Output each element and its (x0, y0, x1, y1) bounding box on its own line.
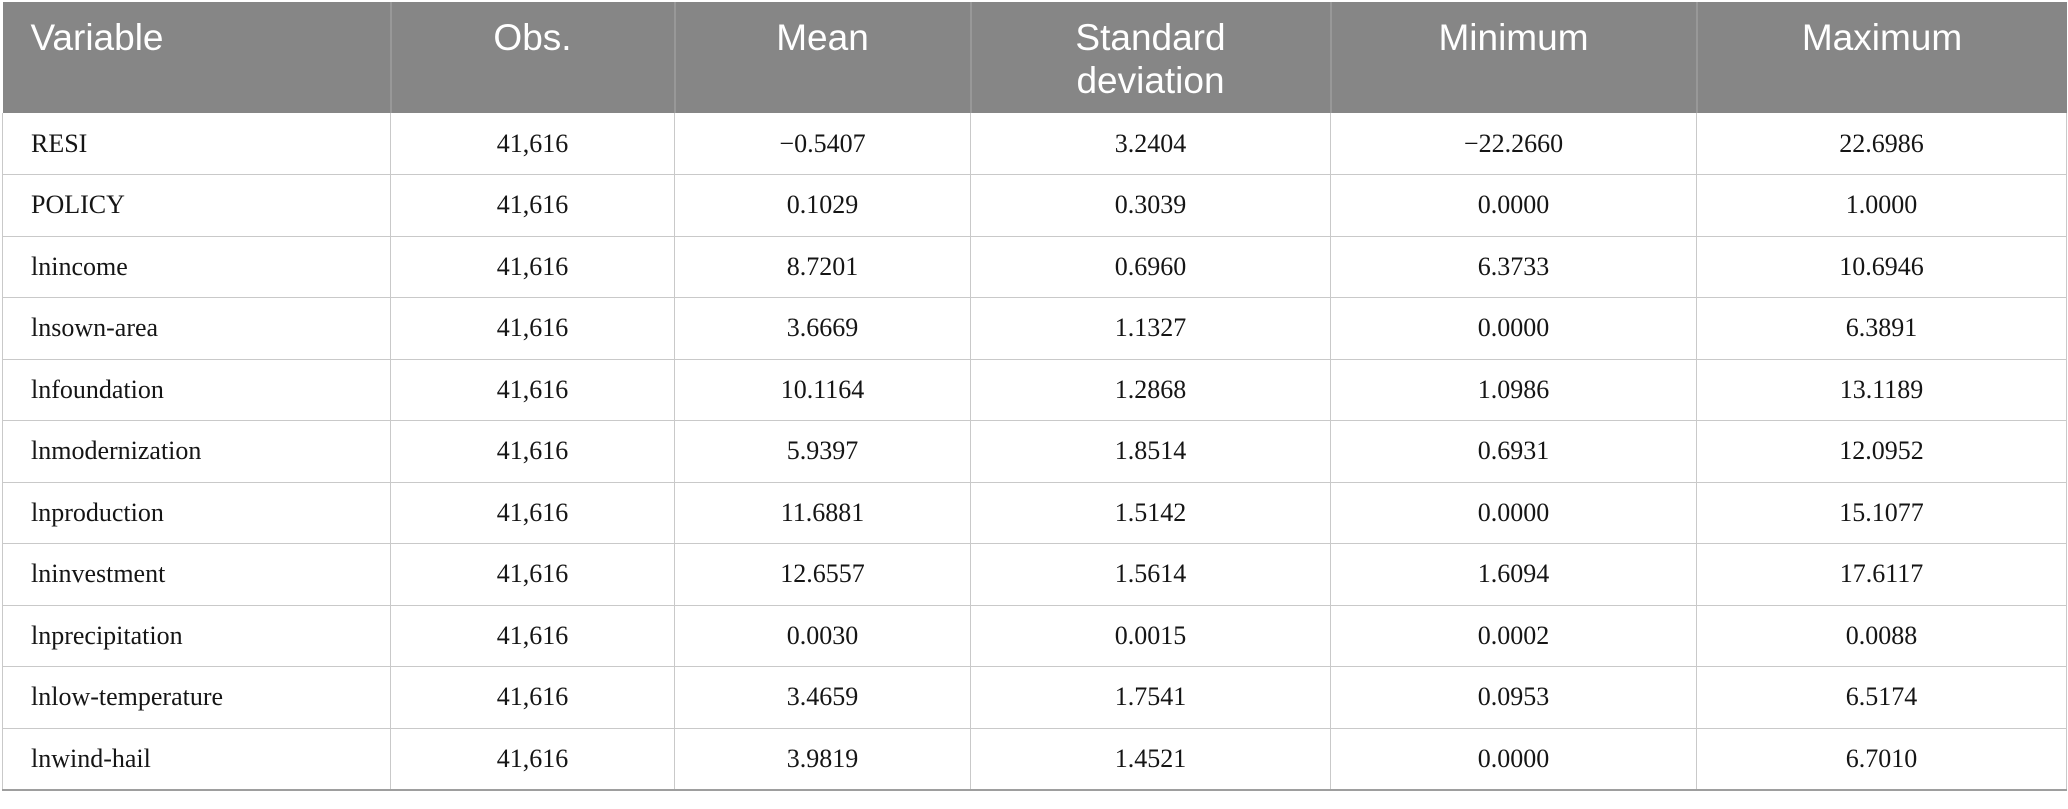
table-row: lnfoundation 41,616 10.1164 1.2868 1.0986 13.… (2, 358, 2067, 421)
variable-name-cell: lnsown-area (2, 297, 391, 360)
value-cell: 12.0952 (1696, 420, 2067, 483)
value-cell: 1.0986 (1330, 358, 1697, 421)
value-cell: 1.2868 (970, 358, 1331, 421)
value-cell: −22.2660 (1330, 113, 1697, 175)
value-cell: 1.7541 (970, 666, 1331, 729)
table-row: lnprecipitation 41,616 0.0030 0.0015 0.0002 0… (2, 604, 2067, 667)
column-header-label: Maximum (1801, 17, 1963, 58)
value-cell: 0.0000 (1330, 174, 1697, 237)
table-row: POLICY 41,616 0.1029 0.3039 0.0000 1.0000 (2, 174, 2067, 237)
value-cell: 0.0088 (1696, 604, 2067, 667)
value-cell: 0.6960 (970, 235, 1331, 298)
column-header-label: Minimum (1438, 17, 1589, 58)
value-cell: 0.0000 (1330, 727, 1697, 791)
table-row: lnincome 41,616 8.7201 0.6960 6.3733 10.6946 (2, 235, 2067, 298)
value-cell: 1.6094 (1330, 543, 1697, 606)
value-cell: 5.9397 (674, 420, 971, 483)
value-cell: 41,616 (390, 358, 675, 421)
header-row: Variable Obs. Mean Standard deviation Minimu… (2, 2, 2067, 113)
table-container: Variable Obs. Mean Standard deviation Minimu… (2, 2, 2067, 791)
value-cell: 0.0002 (1330, 604, 1697, 667)
column-header-mean: Mean (673, 2, 971, 113)
value-cell: 10.6946 (1696, 235, 2067, 298)
variable-name-cell: POLICY (2, 174, 391, 237)
column-header-obs: Obs. (389, 2, 675, 113)
value-cell: 0.6931 (1330, 420, 1697, 483)
table-row: lnsown-area 41,616 3.6669 1.1327 0.0000 6.389… (2, 297, 2067, 360)
column-header-label: Obs. (493, 17, 572, 58)
value-cell: 1.1327 (970, 297, 1331, 360)
column-header-standard-deviation: Standard deviation (969, 2, 1331, 113)
table-header: Variable Obs. Mean Standard deviation Minimu… (2, 2, 2067, 113)
value-cell: 3.6669 (674, 297, 971, 360)
variable-name-cell: lnfoundation (2, 358, 391, 421)
value-cell: 1.5142 (970, 481, 1331, 544)
value-cell: 22.6986 (1696, 113, 2067, 175)
value-cell: 41,616 (390, 174, 675, 237)
table-row: lnlow-temperature 41,616 3.4659 1.7541 0.095… (2, 666, 2067, 729)
value-cell: 41,616 (390, 113, 675, 175)
column-header-label: Standard deviation (1075, 17, 1226, 101)
value-cell: 8.7201 (674, 235, 971, 298)
table-row: RESI 41,616 −0.5407 3.2404 −22.2660 22.6986 (2, 113, 2067, 175)
variable-name-cell: RESI (2, 113, 391, 175)
value-cell: 41,616 (390, 727, 675, 791)
column-header-variable: Variable (2, 2, 391, 113)
variable-name-cell: lnproduction (2, 481, 391, 544)
value-cell: 6.7010 (1696, 727, 2067, 791)
value-cell: 15.1077 (1696, 481, 2067, 544)
column-header-maximum: Maximum (1695, 2, 2067, 113)
value-cell: 41,616 (390, 235, 675, 298)
table-row: lnmodernization 41,616 5.9397 1.8514 0.6931 1… (2, 420, 2067, 483)
table-row: lnproduction 41,616 11.6881 1.5142 0.0000 15.… (2, 481, 2067, 544)
value-cell: 1.4521 (970, 727, 1331, 791)
column-header-label: Mean (776, 17, 869, 58)
variable-name-cell: lnincome (2, 235, 391, 298)
value-cell: 0.0000 (1330, 481, 1697, 544)
column-header-minimum: Minimum (1329, 2, 1697, 113)
value-cell: 41,616 (390, 666, 675, 729)
value-cell: 12.6557 (674, 543, 971, 606)
descriptive-statistics-table: Variable Obs. Mean Standard deviation Minimu… (2, 2, 2067, 791)
value-cell: 1.5614 (970, 543, 1331, 606)
variable-name-cell: lninvestment (2, 543, 391, 606)
value-cell: −0.5407 (674, 113, 971, 175)
variable-name-cell: lnprecipitation (2, 604, 391, 667)
value-cell: 13.1189 (1696, 358, 2067, 421)
value-cell: 6.3733 (1330, 235, 1697, 298)
value-cell: 0.0030 (674, 604, 971, 667)
value-cell: 0.0015 (970, 604, 1331, 667)
value-cell: 41,616 (390, 543, 675, 606)
value-cell: 0.3039 (970, 174, 1331, 237)
table-row: lnwind-hail 41,616 3.9819 1.4521 0.0000 6.701… (2, 727, 2067, 791)
value-cell: 41,616 (390, 481, 675, 544)
table-body: RESI 41,616 −0.5407 3.2404 −22.2660 22.6986 PO… (2, 113, 2067, 791)
table-row: lninvestment 41,616 12.6557 1.5614 1.6094 17.… (2, 543, 2067, 606)
value-cell: 0.0000 (1330, 297, 1697, 360)
column-header-label: Variable (30, 17, 164, 58)
value-cell: 0.1029 (674, 174, 971, 237)
value-cell: 17.6117 (1696, 543, 2067, 606)
variable-name-cell: lnwind-hail (2, 727, 391, 791)
value-cell: 3.4659 (674, 666, 971, 729)
value-cell: 1.8514 (970, 420, 1331, 483)
value-cell: 1.0000 (1696, 174, 2067, 237)
value-cell: 0.0953 (1330, 666, 1697, 729)
value-cell: 6.3891 (1696, 297, 2067, 360)
value-cell: 41,616 (390, 604, 675, 667)
value-cell: 3.2404 (970, 113, 1331, 175)
variable-name-cell: lnlow-temperature (2, 666, 391, 729)
value-cell: 3.9819 (674, 727, 971, 791)
variable-name-cell: lnmodernization (2, 420, 391, 483)
value-cell: 41,616 (390, 297, 675, 360)
value-cell: 10.1164 (674, 358, 971, 421)
value-cell: 11.6881 (674, 481, 971, 544)
value-cell: 41,616 (390, 420, 675, 483)
value-cell: 6.5174 (1696, 666, 2067, 729)
